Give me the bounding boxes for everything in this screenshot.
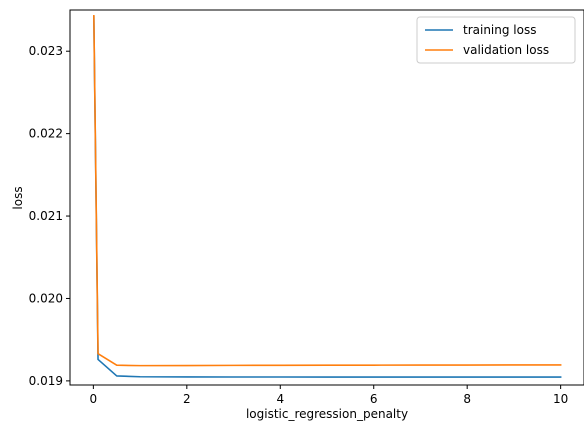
legend: training loss validation loss [416,16,576,64]
x-tick-label: 2 [183,392,191,406]
y-tick-label: 0.021 [29,209,63,223]
y-axis-label: loss [11,186,25,209]
y-tick-label: 0.023 [29,44,63,58]
x-tick-label: 8 [463,392,471,406]
axes-layer [69,9,584,386]
plot-frame [69,9,584,386]
y-tick-label: 0.019 [29,374,63,388]
series-line-2 [93,14,562,367]
x-axis-ticks: 0 2 4 6 8 10 [90,385,568,406]
x-tick-label: 0 [90,392,98,406]
x-axis-label: logistic_regression_penalty [246,407,408,421]
series-layer [93,14,562,378]
y-axis-ticks: 0.019 0.020 0.021 0.022 0.023 [29,44,70,388]
legend-label-1: training loss [463,23,536,37]
y-tick-label: 0.020 [29,291,63,305]
x-tick-label: 6 [370,392,378,406]
series-line-1 [93,15,562,378]
x-tick-label: 10 [553,392,568,406]
legend-box [416,16,576,64]
legend-label-2: validation loss [463,43,549,57]
x-tick-label: 4 [276,392,284,406]
y-tick-label: 0.022 [29,127,63,141]
